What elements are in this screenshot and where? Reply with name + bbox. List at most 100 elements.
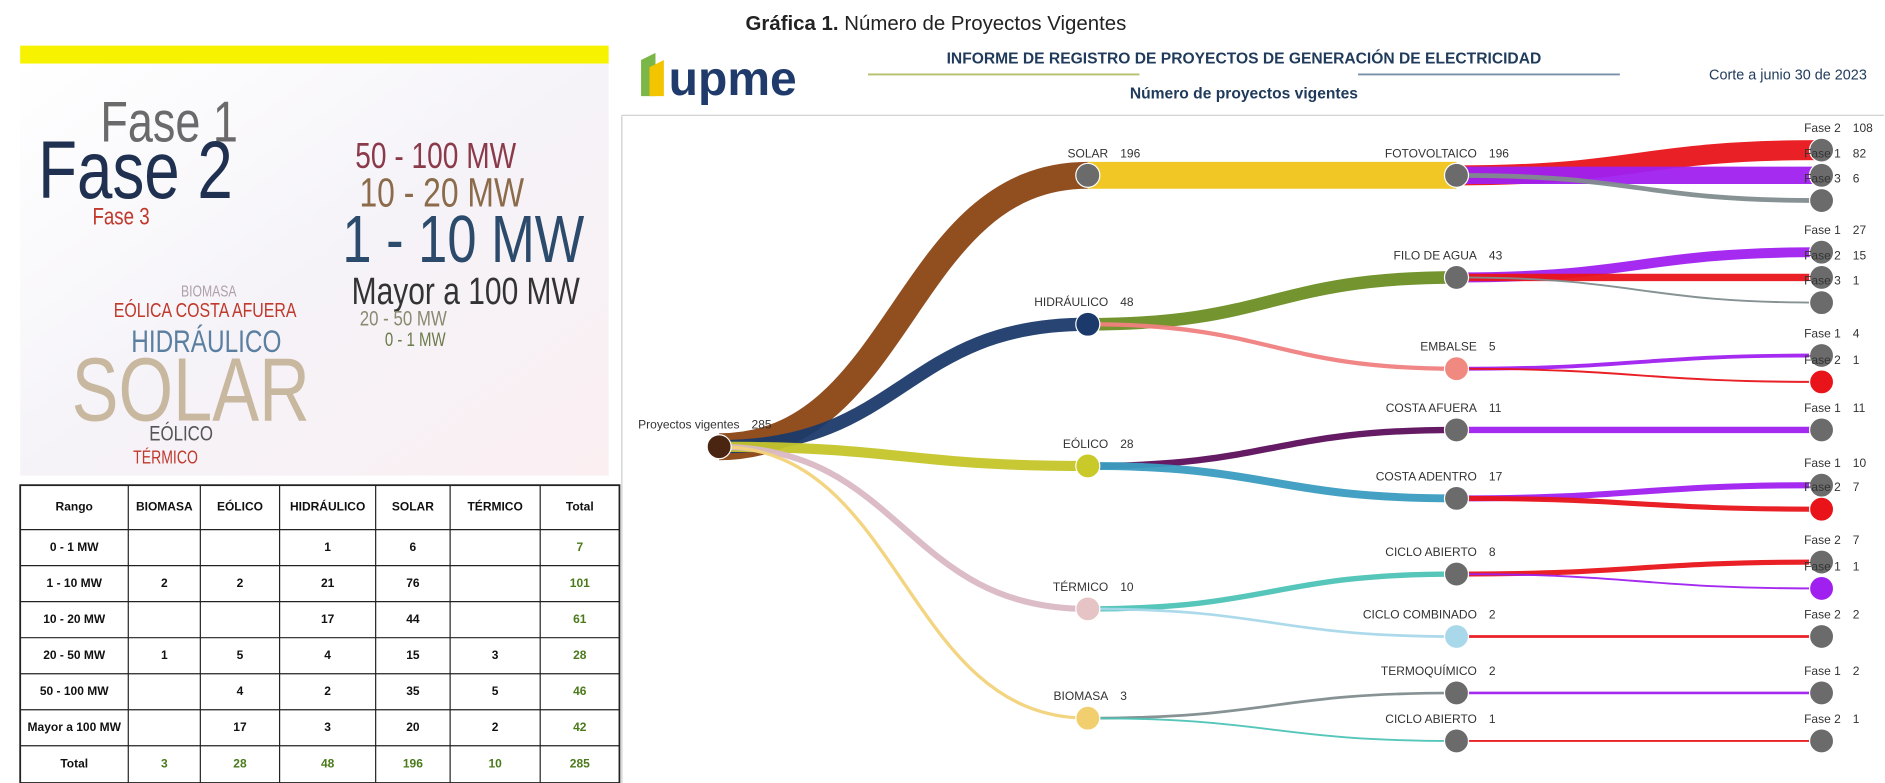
table-cell: 15 — [406, 648, 420, 662]
node-value: 2 — [1853, 607, 1860, 621]
node-name: TERMOQUÍMICO — [1381, 663, 1477, 678]
node-name: Fase 1 — [1804, 223, 1841, 237]
node-name: FOTOVOLTAICO — [1385, 146, 1477, 160]
table-header: EÓLICO — [217, 499, 263, 514]
node-name: Fase 2 — [1804, 353, 1841, 367]
node-name: CICLO ABIERTO — [1385, 712, 1477, 726]
link — [1456, 353, 1822, 371]
node-value: 82 — [1853, 146, 1867, 160]
node-value: 5 — [1489, 340, 1496, 354]
node-value: 2 — [1853, 664, 1860, 678]
link — [1087, 691, 1457, 720]
node — [1443, 680, 1470, 706]
node-name: Fase 3 — [1804, 274, 1841, 288]
node — [1808, 239, 1835, 265]
table-cell: 2 — [237, 576, 244, 590]
table-header: SOLAR — [392, 500, 434, 514]
report-title: INFORME DE REGISTRO DE PROYECTOS DE GENE… — [947, 49, 1542, 68]
link — [1087, 426, 1457, 470]
word: 1 - 10 MW — [342, 200, 584, 276]
link — [1456, 559, 1822, 577]
table-header: Rango — [56, 500, 93, 514]
table-cell: 46 — [573, 684, 587, 698]
node-value: 108 — [1853, 121, 1873, 135]
node-name: HIDRÁULICO — [1034, 294, 1108, 309]
table-cell: 4 — [324, 648, 331, 662]
link — [1087, 271, 1457, 331]
node — [1443, 623, 1470, 650]
node-name: Fase 1 — [1804, 326, 1841, 340]
node-name: Fase 2 — [1804, 480, 1841, 494]
word: Fase 2 — [38, 125, 233, 216]
nodes — [706, 137, 1835, 754]
node — [1808, 496, 1835, 522]
node-value: 285 — [752, 418, 772, 432]
node-name: Fase 3 — [1804, 172, 1841, 186]
word: 0 - 1 MW — [385, 328, 446, 350]
node — [1808, 369, 1835, 395]
node-value: 196 — [1489, 146, 1509, 160]
node — [1808, 264, 1835, 291]
node-name: CICLO COMBINADO — [1363, 607, 1477, 621]
table-cell: 17 — [233, 720, 247, 734]
caption-text: Número de Proyectos Vigentes — [844, 13, 1126, 35]
word: EÓLICA COSTA AFUERA — [114, 298, 297, 321]
node — [1808, 417, 1835, 443]
logo-text: upme — [669, 53, 797, 106]
node — [1075, 162, 1101, 188]
node-name: TÉRMICO — [1053, 579, 1108, 594]
node-value: 1 — [1853, 353, 1860, 367]
table-cell: 48 — [321, 757, 335, 771]
table-cell: 28 — [233, 757, 247, 771]
word: EÓLICO — [149, 421, 213, 447]
node-name: COSTA AFUERA — [1386, 401, 1477, 415]
table-cell: 101 — [570, 576, 590, 590]
node — [1443, 264, 1470, 291]
link — [718, 161, 1089, 461]
node-value: 10 — [1120, 580, 1134, 594]
word: 20 - 50 MW — [360, 306, 448, 331]
table-cell: 10 — [488, 757, 502, 771]
link — [1087, 571, 1457, 612]
link — [1456, 172, 1822, 203]
node-name: BIOMASA — [1054, 689, 1109, 703]
node-name: Fase 1 — [1804, 146, 1841, 160]
node — [1808, 549, 1835, 575]
node-name: SOLAR — [1068, 146, 1109, 160]
node — [1443, 162, 1470, 188]
node — [1443, 561, 1470, 587]
node-value: 1 — [1489, 712, 1496, 726]
table-cell: 196 — [403, 757, 423, 771]
node-name: FILO DE AGUA — [1394, 248, 1477, 262]
node-value: 1 — [1853, 559, 1860, 573]
node-value: 196 — [1120, 146, 1140, 160]
table-cell: 20 - 50 MW — [43, 648, 106, 662]
link — [1087, 461, 1457, 503]
node-value: 3 — [1120, 689, 1127, 703]
table-cell: 2 — [324, 684, 331, 698]
table-cell: 285 — [570, 757, 590, 771]
link — [1456, 247, 1822, 283]
link — [1087, 322, 1457, 371]
word-cloud-bg — [20, 63, 609, 476]
word: Mayor a 100 MW — [352, 270, 581, 312]
table-cell: 4 — [237, 684, 244, 698]
yellow-bar — [20, 45, 609, 64]
table-cell: 44 — [406, 612, 420, 626]
node — [1808, 728, 1835, 754]
node-name: Fase 2 — [1804, 533, 1841, 547]
table-cell: 5 — [237, 648, 244, 662]
table-cell: Mayor a 100 MW — [28, 720, 122, 734]
table-cell: 2 — [161, 576, 168, 590]
link — [719, 445, 1088, 720]
node-value: 1 — [1853, 712, 1860, 726]
node-value: 4 — [1853, 326, 1860, 340]
node — [1075, 311, 1101, 337]
link — [1456, 495, 1822, 512]
table-cell: 3 — [161, 757, 168, 771]
node — [1808, 290, 1835, 316]
logo-icon — [649, 60, 664, 97]
